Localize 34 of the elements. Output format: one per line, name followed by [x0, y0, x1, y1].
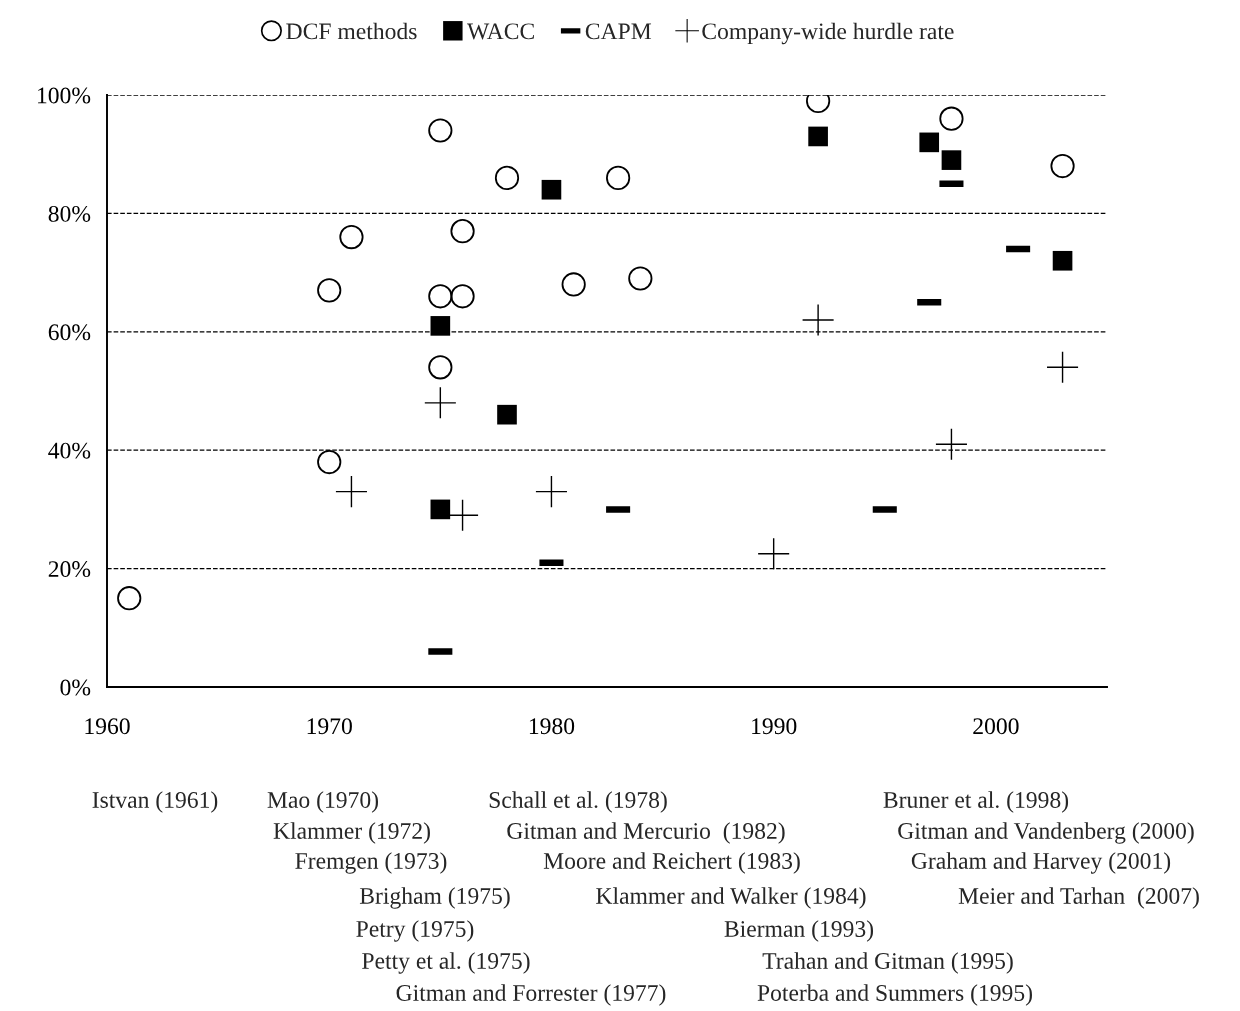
text: Bierman (1993): [724, 920, 874, 942]
x-tick-label: 2000: [973, 718, 1019, 735]
x-tick-label: 1960: [85, 718, 130, 735]
x-tick-label: 1970: [307, 718, 352, 735]
text: Meier and Tarhan (2007): [958, 887, 1199, 909]
legend-label: CAPM: [585, 23, 652, 40]
y-tick-label: 0%: [60, 679, 91, 696]
text: Moore and Reichert (1983): [543, 852, 800, 874]
x-tick-label: 1980: [529, 718, 575, 735]
text: Gitman and Forrester (1977): [396, 984, 666, 1006]
x-tick-label: 1990: [752, 718, 797, 735]
text: Gitman and Mercurio (1982): [507, 822, 785, 844]
text: Gitman and Vandenberg (2000): [898, 822, 1194, 844]
legend-label: Company-wide hurdle rate: [702, 22, 954, 45]
text: Klammer and Walker (1984): [596, 887, 866, 909]
text: Petry (1975): [356, 920, 474, 942]
text: Petty et al. (1975): [362, 952, 530, 974]
text: Klammer (1972): [273, 822, 430, 844]
text: Bruner et al. (1998): [883, 791, 1069, 813]
text: Graham and Harvey (2001): [911, 852, 1171, 874]
legend-label: DCF methods: [286, 22, 417, 40]
text: Brigham (1975): [359, 887, 510, 909]
text: Schall et al. (1978): [489, 791, 667, 813]
y-tick-label: 80%: [48, 205, 91, 222]
text: Fremgen (1973): [295, 852, 447, 874]
text: Poterba and Summers (1995): [757, 984, 1032, 1006]
y-tick-label: 100%: [38, 87, 91, 104]
y-tick-label: 20%: [48, 561, 91, 578]
text: Trahan and Gitman (1995): [762, 952, 1013, 974]
legend-label: WACC: [467, 23, 534, 40]
text: Istvan (1961): [92, 791, 218, 813]
y-tick-label: 60%: [48, 324, 91, 341]
text: Mao (1970): [267, 791, 379, 813]
y-tick-label: 40%: [48, 442, 91, 459]
